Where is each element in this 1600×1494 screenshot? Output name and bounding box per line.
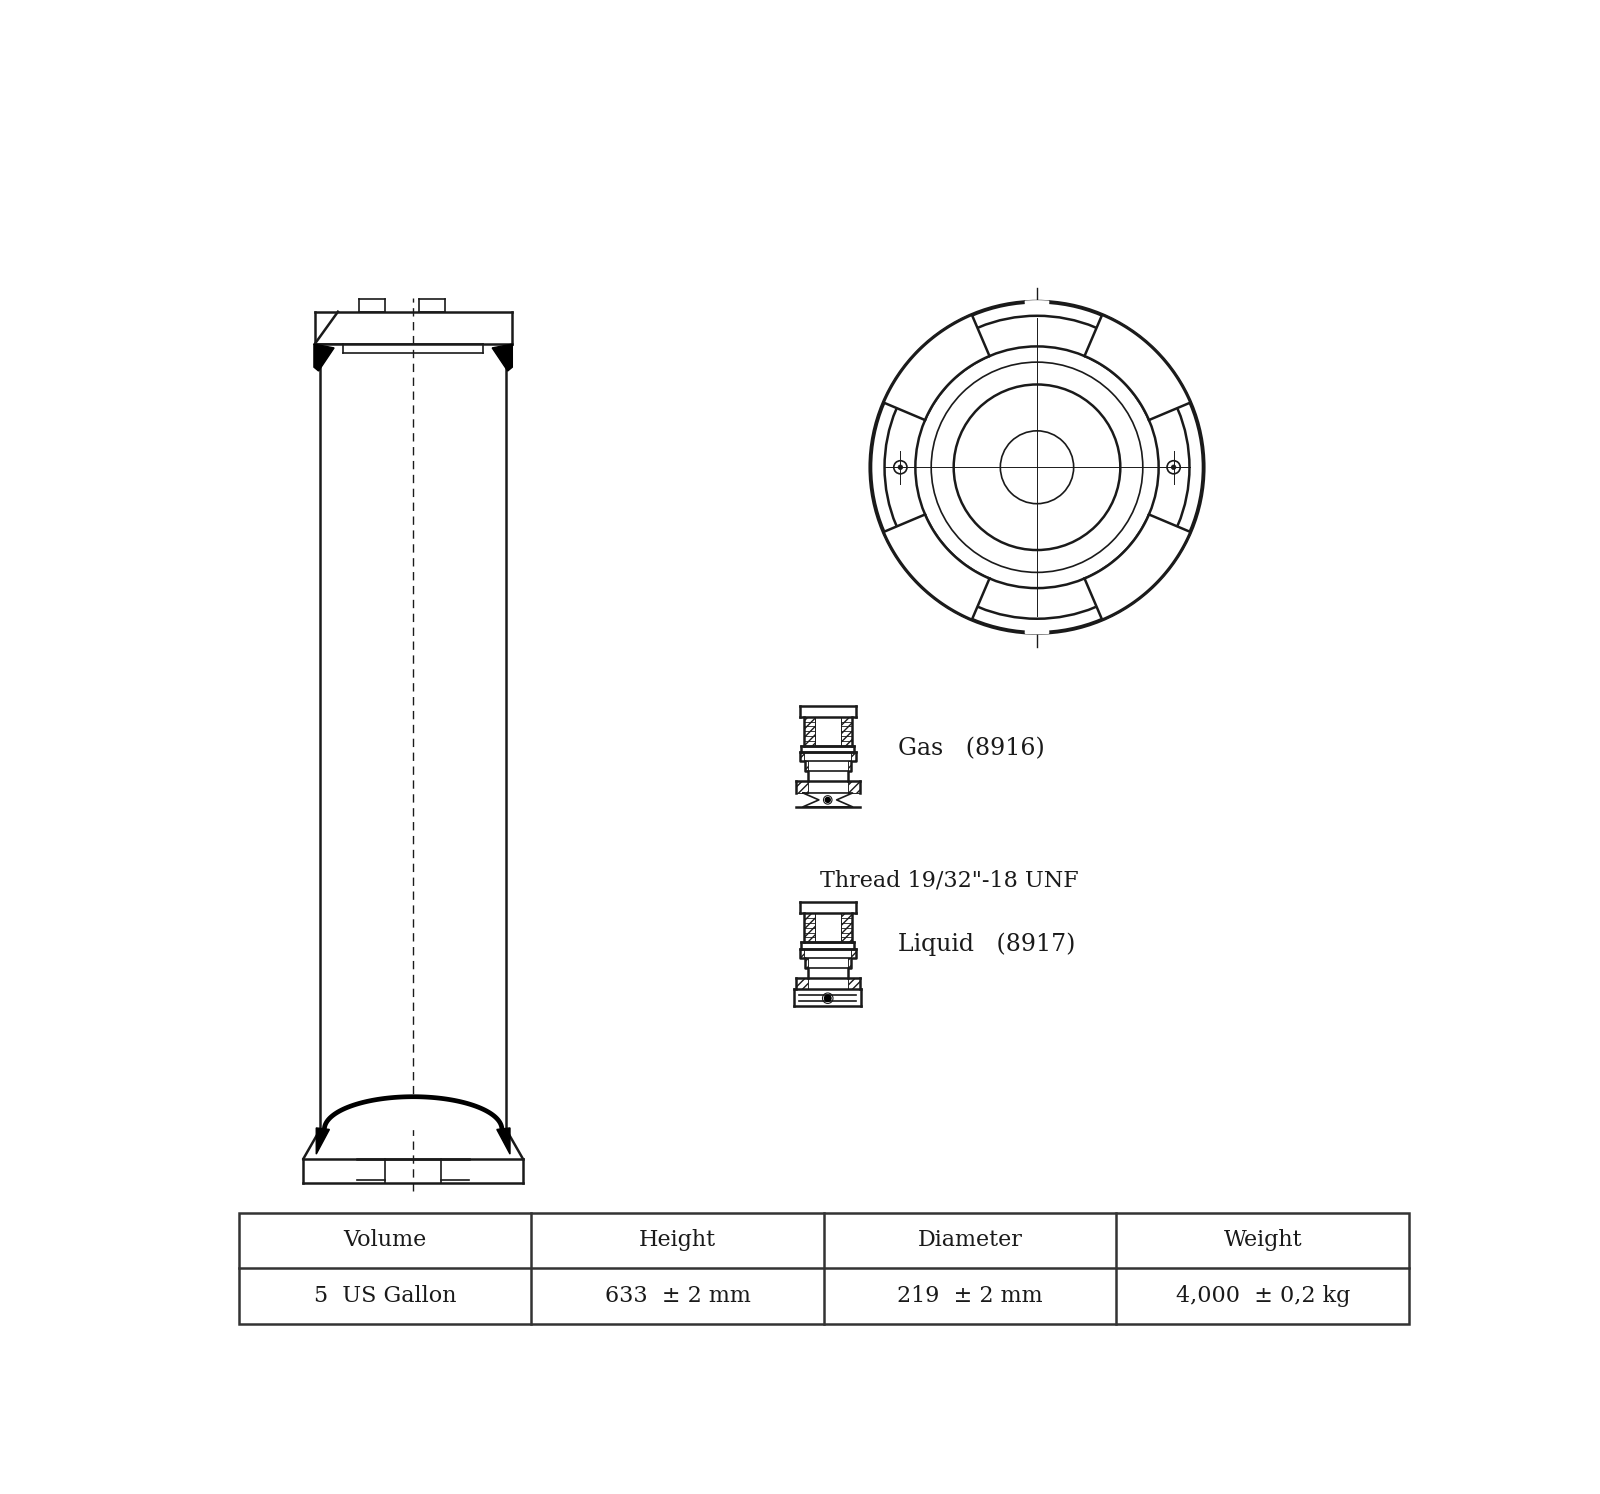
Text: Diameter: Diameter: [918, 1230, 1022, 1252]
Bar: [851, 949, 856, 958]
Bar: [851, 949, 856, 958]
Polygon shape: [317, 1128, 330, 1153]
Bar: [803, 913, 814, 943]
Bar: [848, 781, 859, 793]
Text: Height: Height: [638, 1230, 717, 1252]
Bar: [805, 762, 808, 771]
Polygon shape: [314, 344, 334, 371]
Circle shape: [826, 798, 830, 802]
Bar: [795, 781, 808, 793]
Bar: [842, 717, 851, 746]
Polygon shape: [320, 1097, 506, 1129]
Bar: [842, 913, 851, 943]
Bar: [842, 717, 851, 746]
Bar: [842, 913, 851, 943]
Polygon shape: [1026, 300, 1048, 312]
Text: Gas   (8916): Gas (8916): [898, 737, 1045, 760]
Bar: [800, 751, 805, 762]
Bar: [851, 751, 856, 762]
Circle shape: [1171, 465, 1176, 469]
Text: 5  US Gallon: 5 US Gallon: [314, 1285, 456, 1307]
Circle shape: [898, 465, 902, 469]
Polygon shape: [498, 1128, 510, 1153]
Bar: [803, 717, 814, 746]
Polygon shape: [1085, 315, 1190, 420]
Text: 4,000  ± 0,2 kg: 4,000 ± 0,2 kg: [1176, 1285, 1350, 1307]
Bar: [238, 1213, 1410, 1324]
Bar: [805, 958, 808, 968]
Text: Liquid   (8917): Liquid (8917): [898, 932, 1075, 956]
Text: 219  ± 2 mm: 219 ± 2 mm: [898, 1285, 1043, 1307]
Polygon shape: [883, 315, 989, 420]
Bar: [848, 977, 859, 989]
Bar: [803, 717, 814, 746]
Bar: [795, 977, 808, 989]
Bar: [805, 958, 808, 968]
Bar: [851, 751, 856, 762]
Bar: [848, 762, 851, 771]
Bar: [848, 762, 851, 771]
Bar: [805, 762, 808, 771]
Bar: [800, 949, 805, 958]
Text: 633  ± 2 mm: 633 ± 2 mm: [605, 1285, 750, 1307]
Circle shape: [824, 995, 830, 1001]
Polygon shape: [1085, 514, 1190, 620]
Bar: [848, 977, 859, 989]
Polygon shape: [493, 344, 512, 371]
Bar: [848, 958, 851, 968]
Polygon shape: [1026, 623, 1048, 633]
Bar: [800, 751, 805, 762]
Bar: [795, 977, 808, 989]
Text: Volume: Volume: [344, 1230, 427, 1252]
Bar: [803, 913, 814, 943]
Bar: [795, 781, 808, 793]
Bar: [800, 949, 805, 958]
Text: Thread 19/32"-18 UNF: Thread 19/32"-18 UNF: [819, 870, 1078, 892]
Polygon shape: [883, 514, 989, 620]
Bar: [848, 958, 851, 968]
Bar: [848, 781, 859, 793]
Text: Weight: Weight: [1224, 1230, 1302, 1252]
